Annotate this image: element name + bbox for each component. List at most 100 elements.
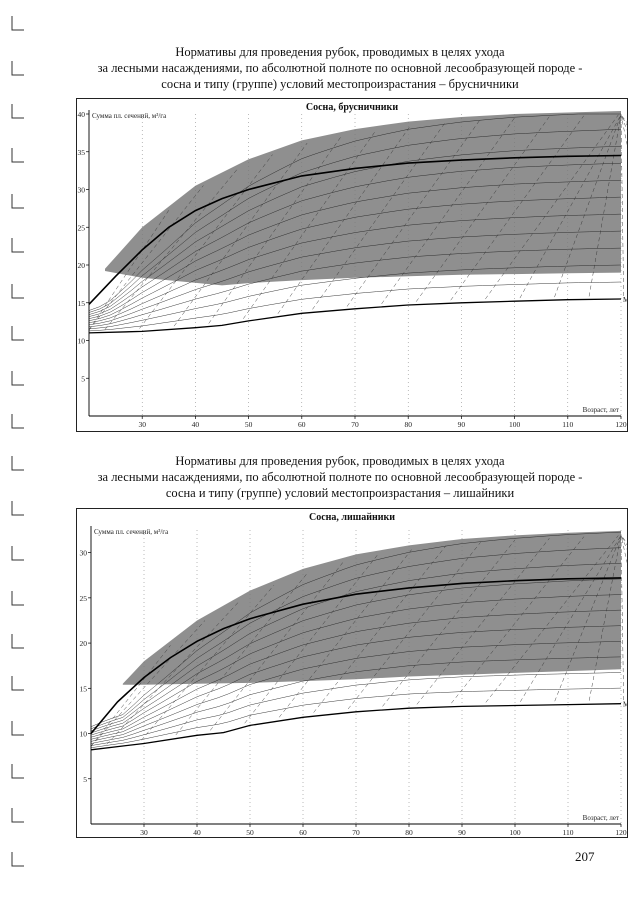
chart-pine-lingonberry: М 5 10 15 20 25 30 35 40 30 40 50 60 70 80 90 100 110 120 С… — [76, 98, 628, 432]
chart-1-isoline-8 — [88, 162, 622, 317]
chart-1-xtick-label-5: 80 — [404, 420, 412, 429]
chart-1-ytick-label-0: 5 — [81, 374, 85, 383]
page-number: 207 — [575, 849, 595, 864]
chart-2-hatch-12 — [451, 536, 585, 704]
chart-2-xtick-label-1: 40 — [193, 828, 201, 837]
chart-1-hatch-16 — [588, 114, 622, 297]
chart-1-hatch-13 — [485, 114, 619, 300]
binding-mark-0 — [11, 16, 24, 31]
chart-2-xtick-label-5: 80 — [405, 828, 413, 837]
chart-1-hatch-1 — [88, 185, 204, 331]
chart-2-hatch-5 — [210, 562, 343, 731]
chart-1-xtick-label-7: 100 — [509, 420, 520, 429]
chart-2-hatch-13 — [485, 535, 619, 703]
chart-2-hatch-2 — [106, 600, 240, 745]
chart-1-xtick-label-3: 60 — [298, 420, 306, 429]
chart-1-hatch-0 — [88, 210, 169, 331]
chart-2-ytick-label-2: 15 — [80, 684, 88, 693]
binding-mark-7 — [11, 326, 24, 341]
chart-1-ytick-label-7: 40 — [78, 110, 86, 119]
chart-1-hatch-5 — [208, 135, 342, 324]
binding-mark-13 — [11, 591, 24, 606]
chart-2-ytick-label-0: 5 — [83, 775, 87, 784]
chart-2-hatching — [90, 535, 628, 747]
chart-2-isoline-1 — [90, 687, 622, 748]
chart-1-hatch-17 — [620, 114, 624, 296]
chart-2-heading: Нормативы для проведения рубок, проводим… — [40, 453, 640, 501]
chart-2-isoline-10 — [90, 547, 622, 730]
chart-2-bold-curve — [90, 577, 622, 735]
chart-2-hatch-7 — [278, 549, 412, 718]
chart-1-hatch-18 — [620, 114, 628, 150]
binding-mark-15 — [11, 676, 24, 691]
binding-mark-2 — [11, 104, 24, 119]
chart-1-ytick-label-1: 10 — [78, 337, 86, 346]
chart-2-hatch-4 — [175, 571, 309, 736]
chart-2-xtick-label-4: 70 — [352, 828, 360, 837]
binding-mark-4 — [11, 194, 24, 209]
chart-2-ytick-label-3: 20 — [80, 639, 88, 648]
chart-2-hatch-6 — [244, 555, 378, 724]
chart-2-y-axis-label: Сумма пл. сечений, м³/га — [94, 528, 169, 536]
binding-mark-3 — [11, 148, 24, 163]
chart-2-ytick-label-1: 10 — [80, 730, 88, 739]
chart-1-ytick-label-4: 25 — [78, 223, 86, 232]
chart-2-isoline-5 — [90, 625, 622, 740]
chart-2-isoline-8 — [90, 578, 622, 734]
binding-mark-17 — [11, 764, 24, 779]
chart-2-m-curve — [90, 703, 622, 751]
chart-1-hatch-3 — [139, 154, 273, 329]
chart-1-hatch-7 — [277, 124, 412, 314]
chart-2-isoline-6 — [90, 609, 622, 738]
chart-1-hatch-12 — [450, 115, 584, 301]
chart-2-hatch-14 — [520, 535, 622, 702]
chart-pine-lichen: М 5 10 15 20 25 30 30 40 50 60 70 80 90 100 110 120 Сумма… — [76, 508, 628, 838]
binding-mark-12 — [11, 546, 24, 561]
chart-1-ytick-label-2: 15 — [78, 299, 86, 308]
chart-2-m-label: М — [623, 701, 628, 709]
chart-2-isoline-9 — [90, 563, 622, 732]
chart-2-xtick-label-0: 30 — [140, 828, 148, 837]
chart-1-hatching — [88, 114, 628, 331]
chart-1-ytick-label-5: 30 — [78, 186, 86, 195]
chart-2-grid — [143, 530, 622, 824]
chart-2-xtick-label-8: 110 — [563, 828, 574, 837]
chart-1-isoline-9 — [88, 145, 622, 315]
chart-1-title: Сосна, брусничники — [306, 102, 398, 113]
chart-2-x-axis-label: Возраст, лет — [583, 814, 619, 822]
binding-mark-5 — [11, 238, 24, 253]
chart-2-hatch-16 — [588, 535, 622, 701]
chart-1-hatch-6 — [243, 129, 377, 319]
chart-2-isoline-7 — [90, 594, 622, 736]
chart-1-ytick-label-3: 20 — [78, 261, 86, 270]
chart-2-heading-line-3: сосна и типу (группе) условий местопроиз… — [165, 486, 515, 500]
binding-mark-16 — [11, 721, 24, 736]
chart-2-heading-line-2: за лесными насаждениями, по абсолютной п… — [97, 470, 583, 484]
chart-1-xtick-label-2: 50 — [245, 420, 253, 429]
chart-1-hatch-11 — [415, 116, 550, 302]
chart-1-x-axis-label: Возраст, лет — [583, 406, 619, 414]
binding-marks — [11, 16, 24, 867]
chart-2-isoline-3 — [90, 656, 622, 744]
chart-1-xtick-label-0: 30 — [138, 420, 146, 429]
chart-1-hatch-8 — [312, 122, 446, 310]
chart-2-xtick-label-9: 120 — [615, 828, 627, 837]
chart-2-hatch-3 — [141, 585, 275, 741]
chart-1-isoline-1 — [88, 281, 622, 332]
chart-2-title: Сосна, лишайники — [309, 512, 395, 523]
chart-1-m-curve — [88, 298, 622, 334]
chart-1-xtick-label-9: 120 — [615, 420, 627, 429]
binding-mark-6 — [11, 284, 24, 299]
chart-1-heading-line-3: сосна и типу (группе) условий местопроиз… — [161, 77, 519, 91]
chart-2-hatch-18 — [620, 535, 628, 568]
chart-1-isoline-2 — [88, 264, 622, 330]
chart-1-xtick-label-6: 90 — [458, 420, 466, 429]
chart-1-bold-curve — [88, 154, 622, 305]
chart-1-m-label: М — [623, 296, 628, 304]
chart-2-svg: М 5 10 15 20 25 30 30 40 50 60 70 80 90 100 110 120 Сумма… — [76, 508, 628, 838]
chart-1-shaded-zone — [105, 111, 621, 286]
binding-mark-18 — [11, 808, 24, 823]
chart-1-isoline-5 — [88, 213, 622, 323]
chart-2-hatch-8 — [313, 545, 447, 713]
binding-mark-14 — [11, 634, 24, 649]
